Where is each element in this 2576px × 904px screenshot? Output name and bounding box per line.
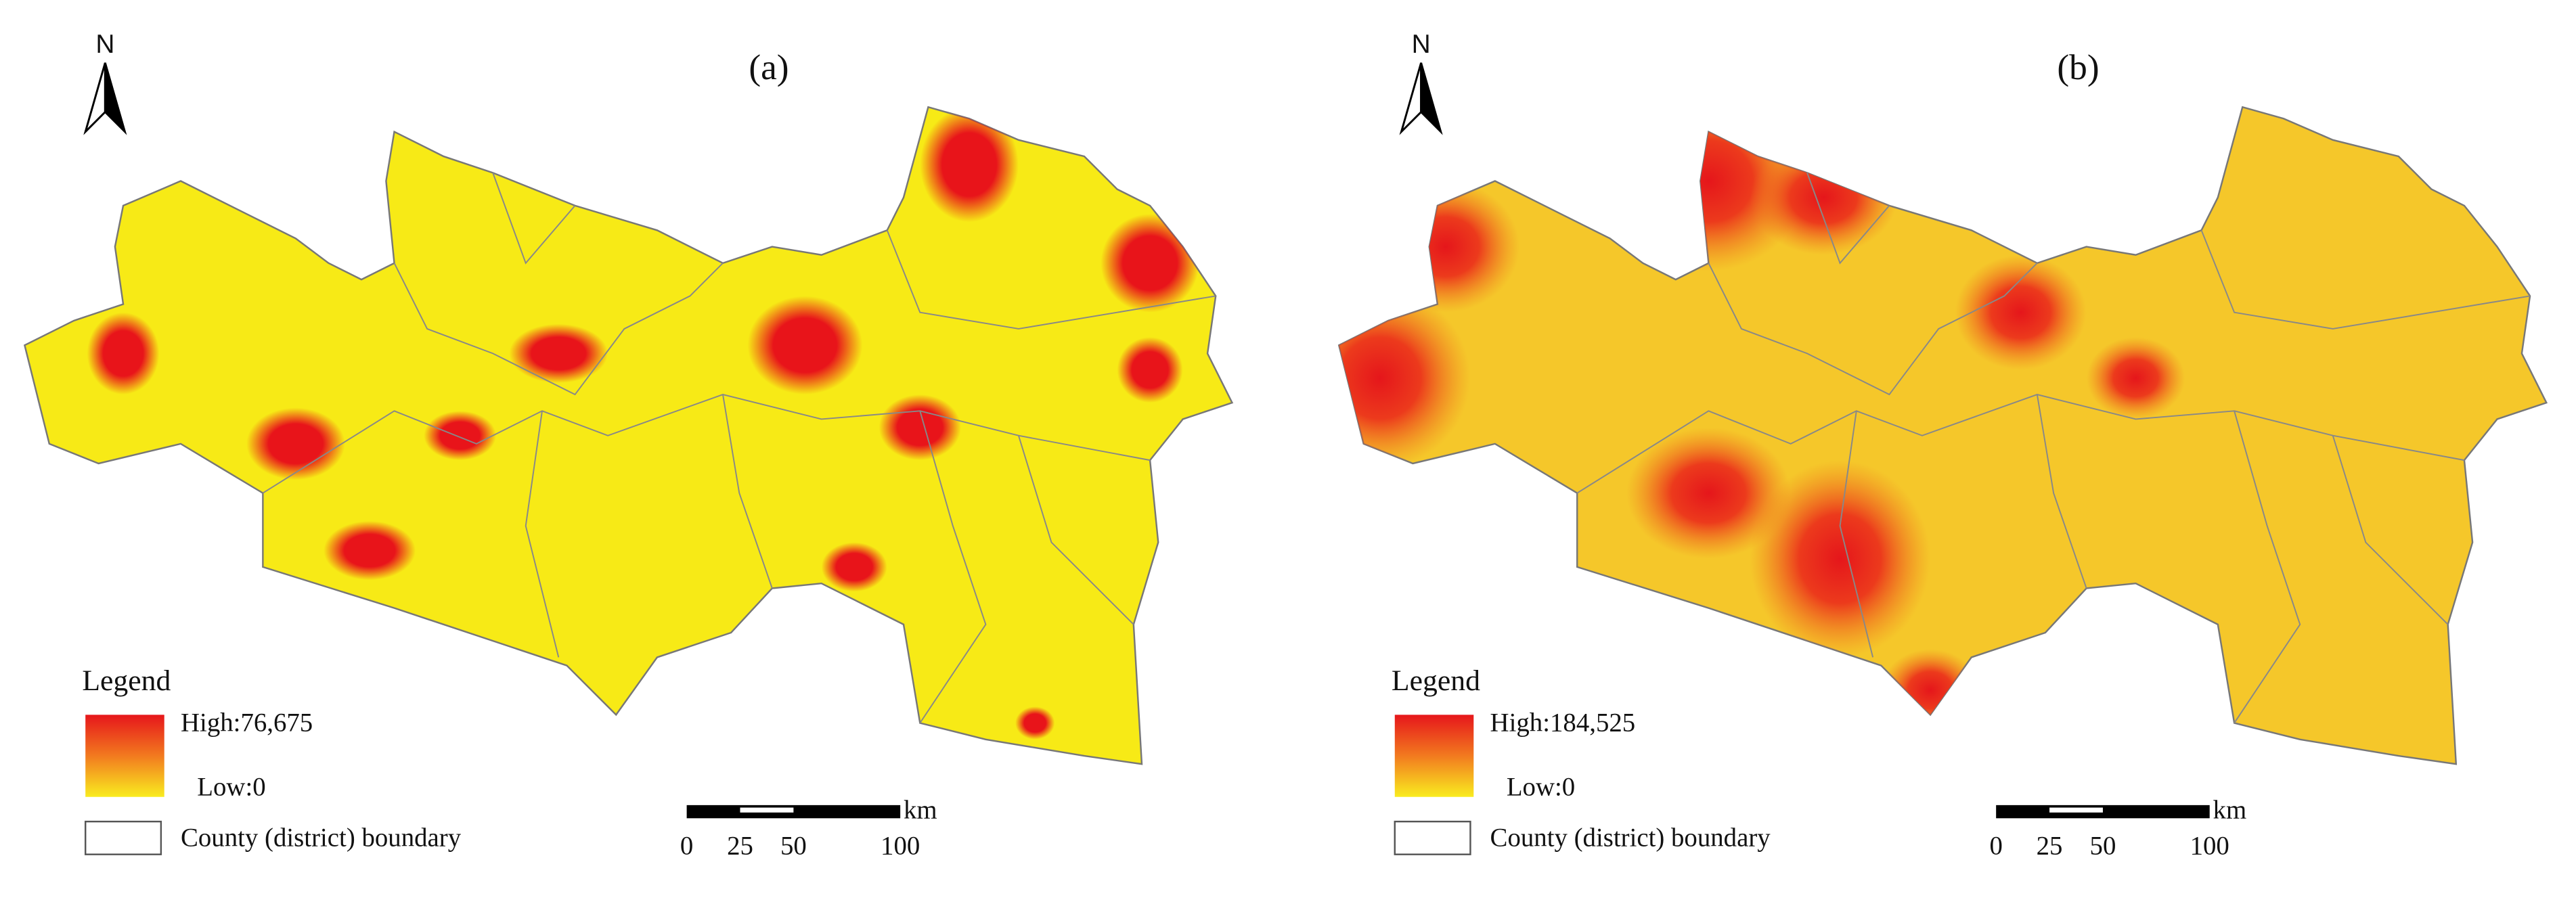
legend-gradient — [1394, 715, 1474, 797]
hotspot — [1626, 427, 1791, 559]
legend-gradient — [85, 715, 164, 797]
legend-title: Legend — [82, 664, 171, 697]
scale-tick-label: 25 — [2037, 832, 2063, 861]
hotspot — [1117, 337, 1183, 403]
hotspot — [920, 107, 1019, 223]
county-boundaries — [262, 173, 1216, 724]
county-boundaries — [1576, 173, 2531, 724]
hotspots — [87, 107, 1199, 740]
panel: (b) N Legend High:184,525 Low:0 County (distr… — [1392, 30, 2246, 861]
legend-low: Low:0 — [1507, 772, 1575, 801]
map-a — [24, 106, 1233, 765]
hotspot — [747, 296, 863, 395]
legend-high: High:76,675 — [181, 708, 313, 738]
scale-bar-segment — [2049, 807, 2103, 813]
legend-title: Legend — [1392, 664, 1480, 697]
map-b — [1338, 106, 2548, 765]
legend-boundary: County (district) boundary — [181, 823, 462, 853]
north-label: N — [95, 30, 114, 59]
north-arrow — [1399, 62, 1423, 135]
hotspot — [2086, 337, 2185, 420]
scale-tick-label: 100 — [881, 832, 920, 861]
scale-tick-label: 50 — [780, 832, 807, 861]
hotspot — [1101, 214, 1199, 313]
north-arrow — [83, 62, 106, 135]
hotspot — [1750, 139, 1898, 255]
hotspot — [1015, 706, 1055, 740]
hotspot — [1339, 288, 1471, 469]
scale-tick-label: 25 — [727, 832, 753, 861]
hotspot — [324, 520, 416, 581]
legend-low: Low:0 — [197, 772, 265, 801]
hotspot — [1750, 460, 1931, 658]
map-area — [24, 106, 1233, 765]
hotspot — [509, 323, 608, 384]
north-arrow — [1420, 62, 1443, 135]
scale-tick-label: 50 — [2090, 832, 2116, 861]
hotspot — [246, 407, 345, 480]
panel-label: (a) — [749, 47, 789, 87]
north-arrow — [104, 62, 127, 135]
hotspot — [424, 411, 497, 461]
legend-high: High:184,525 — [1490, 708, 1636, 738]
hotspot — [1371, 181, 1520, 313]
hotspot — [821, 542, 887, 592]
scale-tick-label: 0 — [1989, 832, 2002, 861]
legend-boundary-swatch — [85, 820, 162, 855]
scale-unit: km — [2213, 795, 2247, 824]
hotspot — [1955, 254, 2087, 370]
panel: (a) N Legend High:76,675 Low:0 County (distri… — [82, 30, 937, 861]
scale-tick-label: 100 — [2190, 832, 2229, 861]
hotspot — [879, 394, 961, 461]
scale-bar-segment — [740, 807, 794, 813]
hotspot — [1881, 649, 1980, 731]
north-label: N — [1412, 30, 1431, 59]
legend-boundary-swatch — [1394, 820, 1471, 855]
panel-label: (b) — [2057, 47, 2099, 87]
legend-boundary: County (district) boundary — [1490, 823, 1771, 853]
scale-unit: km — [904, 795, 937, 824]
hotspot — [87, 312, 160, 395]
scale-tick-label: 0 — [680, 832, 693, 861]
